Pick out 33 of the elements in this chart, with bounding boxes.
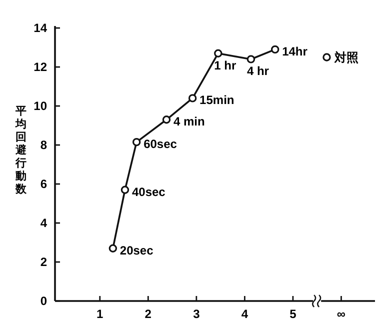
point: [188, 94, 197, 102]
y-tick-label: 2: [40, 255, 48, 269]
annotation: 40sec: [132, 184, 166, 199]
annotation: 60sec: [144, 137, 178, 152]
x-tick-label: 3: [193, 307, 200, 321]
y-tick-label: 0: [40, 294, 48, 308]
x-tick-label: 5: [290, 307, 297, 321]
y-tick-label: 12: [34, 60, 48, 74]
annotation: 15min: [200, 93, 234, 108]
annotation: 4 hr: [246, 64, 270, 78]
point: [270, 45, 280, 54]
point: [246, 55, 256, 64]
x-tick-label: 2: [144, 307, 152, 321]
point: [322, 53, 331, 62]
annotation: 14hr: [282, 44, 308, 58]
annotation: 20sec: [120, 243, 154, 258]
point: [162, 116, 171, 124]
point: [132, 138, 141, 146]
y-tick-label: 10: [34, 99, 48, 113]
y-tick-label: 4: [40, 216, 48, 230]
x-tick-label: ∞: [336, 307, 346, 321]
x-tick-label: 1: [96, 307, 104, 321]
series-label: 対照: [334, 50, 359, 64]
y-tick-label: 14: [34, 21, 48, 35]
annotation: 1 hr: [214, 58, 236, 72]
y-tick-label: 8: [40, 138, 48, 152]
annotation: 4 min: [173, 114, 205, 129]
point: [108, 244, 118, 252]
point: [214, 49, 222, 58]
point: [120, 186, 130, 194]
y-axis-title: 平均回避行動数: [14, 106, 28, 196]
x-tick-label: 4: [241, 307, 248, 321]
y-tick-label: 6: [40, 177, 48, 191]
